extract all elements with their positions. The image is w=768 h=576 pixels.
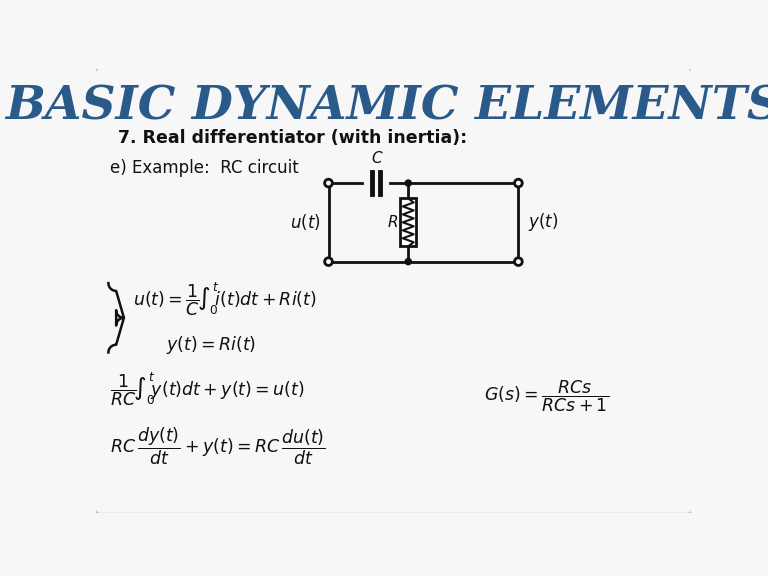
Circle shape — [406, 259, 412, 265]
Text: e) Example:  RC circuit: e) Example: RC circuit — [110, 158, 299, 177]
Text: $R$: $R$ — [387, 214, 399, 230]
Circle shape — [515, 258, 522, 266]
Text: BASIC DYNAMIC ELEMENTS: BASIC DYNAMIC ELEMENTS — [5, 83, 768, 129]
Text: 7. Real differentiator (with inertia):: 7. Real differentiator (with inertia): — [118, 130, 467, 147]
Circle shape — [515, 179, 522, 187]
Bar — [400, 199, 416, 246]
Text: $G(s) = \dfrac{RCs}{RCs+1}$: $G(s) = \dfrac{RCs}{RCs+1}$ — [484, 378, 608, 414]
Text: $C$: $C$ — [372, 150, 384, 166]
Text: $\dfrac{1}{RC}\!\int_0^t\! y(t)dt + y(t) = u(t)$: $\dfrac{1}{RC}\!\int_0^t\! y(t)dt + y(t)… — [110, 370, 305, 408]
Circle shape — [325, 258, 333, 266]
Text: $u(t) = \dfrac{1}{C}\!\int_0^t\! i(t)dt + Ri(t)$: $u(t) = \dfrac{1}{C}\!\int_0^t\! i(t)dt … — [133, 279, 317, 317]
Text: $y(t) = Ri(t)$: $y(t) = Ri(t)$ — [166, 334, 256, 356]
Circle shape — [325, 179, 333, 187]
Text: $u(t)$: $u(t)$ — [290, 213, 320, 232]
Circle shape — [406, 180, 412, 186]
Text: $RC\,\dfrac{dy(t)}{dt} + y(t) = RC\,\dfrac{du(t)}{dt}$: $RC\,\dfrac{dy(t)}{dt} + y(t) = RC\,\dfr… — [110, 426, 326, 467]
FancyBboxPatch shape — [94, 67, 693, 514]
Text: $y(t)$: $y(t)$ — [528, 211, 558, 233]
